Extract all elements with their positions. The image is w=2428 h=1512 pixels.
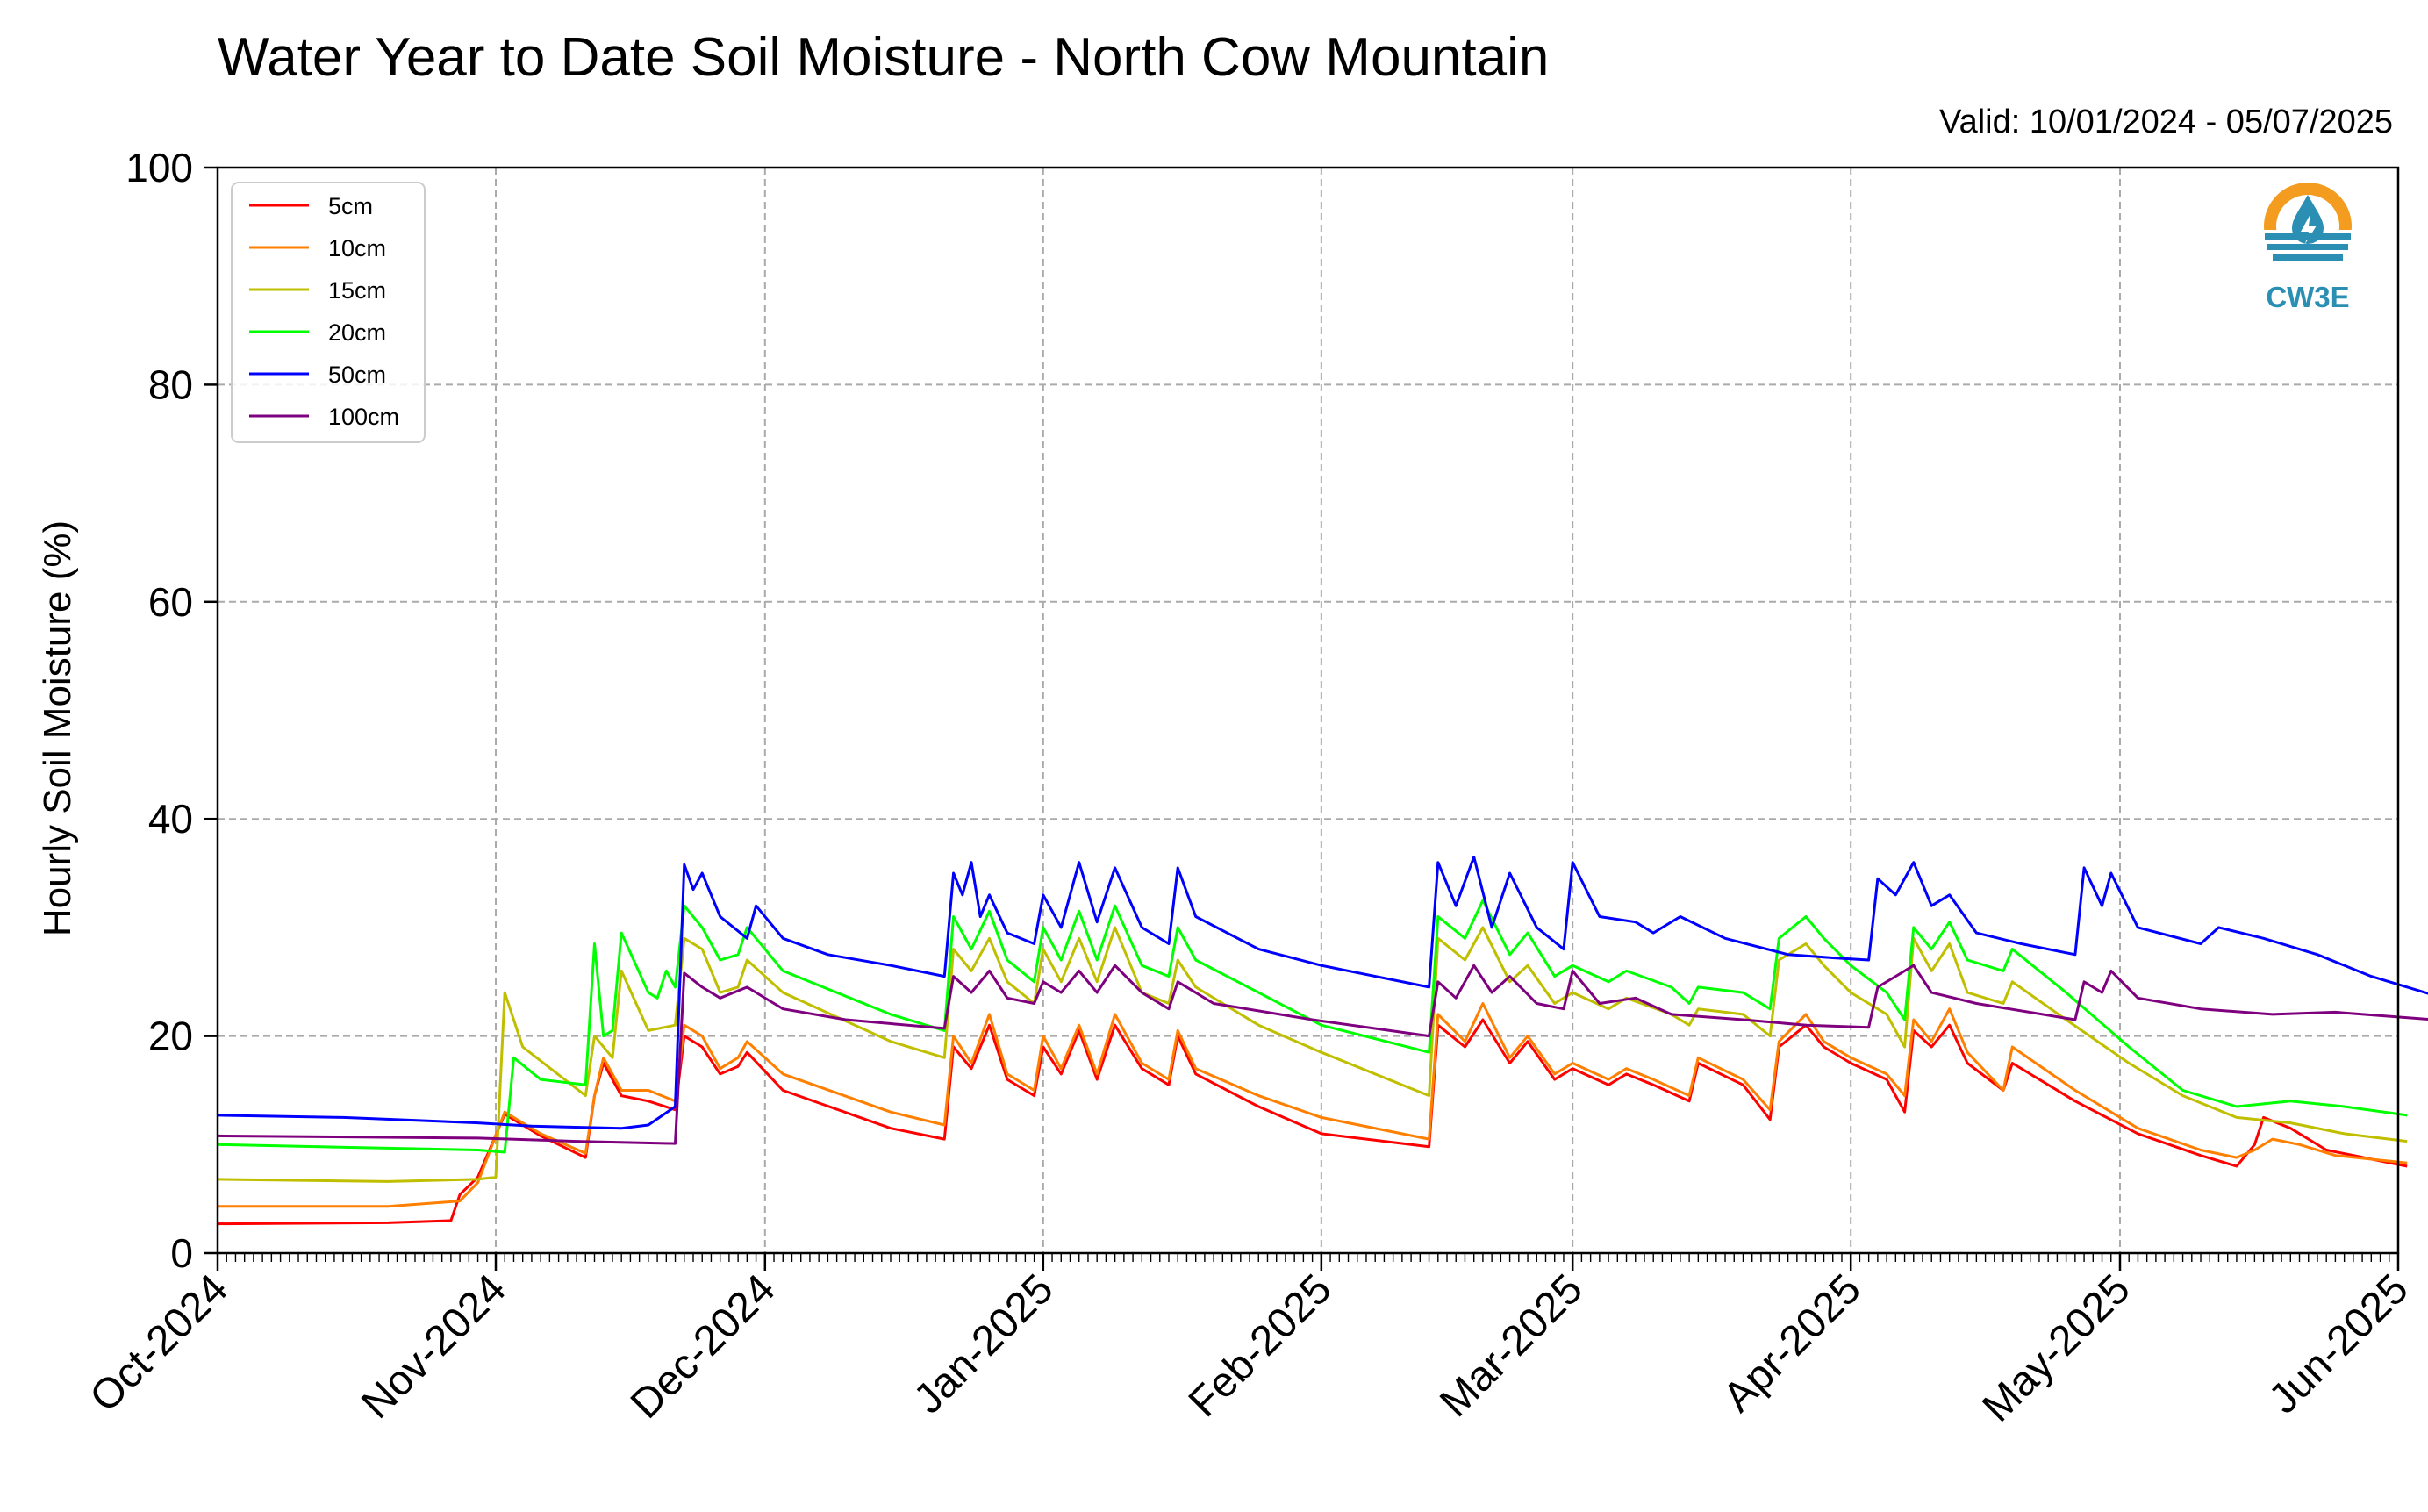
legend-label-5cm: 5cm [328,193,373,219]
legend: 5cm 10cm 15cm 20cm 50cm 100cm [231,182,426,443]
series-line-50cm [217,856,2428,1130]
x-tick-label: Oct-2024 [82,1265,237,1421]
plot-frame [216,166,2400,1255]
valid-date-range: Valid: 10/01/2024 - 05/07/2025 [1939,104,2393,140]
series-layer [217,856,2428,1226]
legend-label-50cm: 50cm [328,362,386,388]
x-tick-label: Mar-2025 [1431,1265,1592,1426]
series-line-10cm [218,1002,2408,1208]
lightning-icon [2301,214,2317,244]
series-line-20cm [217,899,2408,1154]
x-tick-label: Jun-2025 [2260,1265,2417,1422]
legend-label-15cm: 15cm [328,277,386,304]
logo-text: CW3E [2266,281,2349,313]
y-tick-label: 60 [148,579,193,625]
x-tick-label: Nov-2024 [353,1265,515,1428]
legend-label-100cm: 100cm [328,404,399,430]
y-tick-label: 100 [125,145,193,190]
y-tick-label: 0 [170,1230,193,1276]
chart-title: Water Year to Date Soil Moisture - North… [218,27,1550,88]
cw3e-logo: CW3E [2264,183,2352,313]
legend-label-10cm: 10cm [328,235,386,262]
x-tick-label: Dec-2024 [622,1265,784,1428]
legend-label-20cm: 20cm [328,319,386,346]
plot-area [218,168,2398,1253]
series-line-100cm [217,964,2428,1145]
y-tick-label: 20 [148,1014,193,1059]
x-tick-label: Feb-2025 [1180,1265,1341,1426]
x-tick-label: Apr-2025 [1715,1265,1870,1421]
x-tick-label: May-2025 [1973,1265,2138,1430]
y-tick-label: 80 [148,362,193,407]
x-tick-label: Jan-2025 [906,1265,1063,1422]
y-tick-label: 40 [148,796,193,842]
